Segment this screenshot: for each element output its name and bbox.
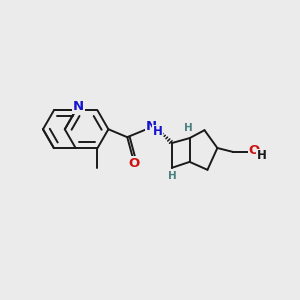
Text: N: N (146, 120, 157, 133)
Text: N: N (73, 100, 84, 113)
Text: H: H (184, 123, 193, 133)
Text: O: O (248, 145, 260, 158)
Text: H: H (153, 125, 163, 138)
Text: O: O (128, 157, 140, 170)
Text: H: H (257, 149, 267, 162)
Text: H: H (168, 171, 177, 181)
